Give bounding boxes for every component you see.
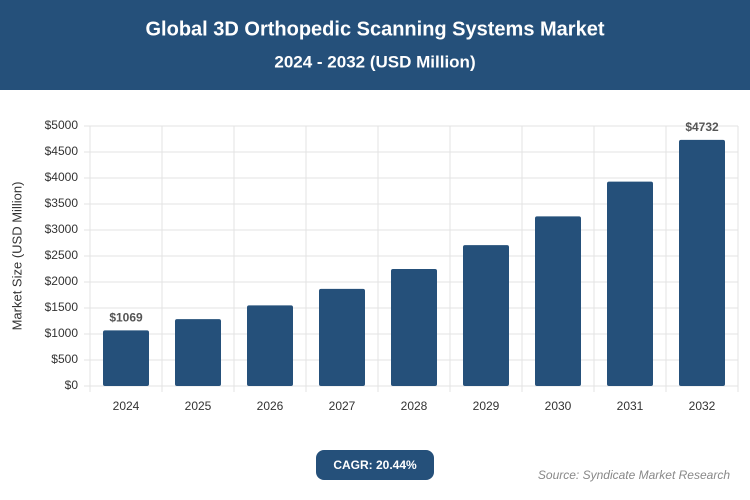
data-label: $1069 [109,311,143,325]
x-tick-label: 2032 [689,399,716,413]
y-tick-label: $4500 [45,144,79,158]
bar [175,319,221,386]
x-tick-label: 2025 [185,399,212,413]
y-tick-label: $5000 [45,118,79,132]
x-tick-label: 2031 [617,399,644,413]
bar [607,181,653,386]
y-tick-label: $3000 [45,222,79,236]
y-tick-label: $2500 [45,248,79,262]
y-tick-label: $500 [51,352,78,366]
bar [247,305,293,386]
y-tick-label: $2000 [45,274,79,288]
x-tick-label: 2029 [473,399,500,413]
chart-subtitle: 2024 - 2032 (USD Million) [274,52,475,71]
x-tick-label: 2024 [113,399,140,413]
x-tick-label: 2027 [329,399,356,413]
data-label: $4732 [685,120,719,134]
bar [463,245,509,386]
x-tick-label: 2026 [257,399,284,413]
chart-title: Global 3D Orthopedic Scanning Systems Ma… [145,18,604,40]
header [0,0,750,90]
y-tick-label: $1500 [45,300,79,314]
bar [391,269,437,386]
bar [319,288,365,386]
y-tick-label: $0 [65,378,79,392]
bar [679,139,725,386]
source: Source: Syndicate Market Research [538,468,730,482]
cagr-badge [316,450,434,480]
y-tick-label: $1000 [45,326,79,340]
y-axis-title: Market Size (USD Million) [9,182,24,331]
y-tick-label: $4000 [45,170,79,184]
bar [535,216,581,386]
x-tick-label: 2028 [401,399,428,413]
x-tick-label: 2030 [545,399,572,413]
bar [103,330,149,386]
y-tick-label: $3500 [45,196,79,210]
cagr-label: CAGR: 20.44% [333,458,417,472]
